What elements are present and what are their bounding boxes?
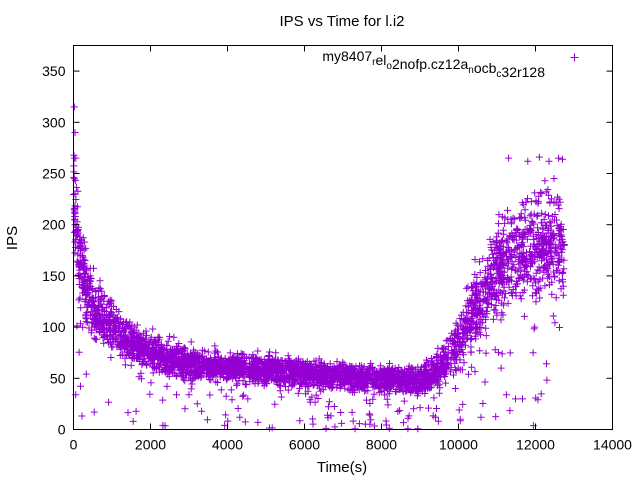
x-axis-label: Time(s) (317, 459, 367, 476)
x-tick-label: 4000 (212, 437, 243, 453)
legend-label: my8407relo2nofp.cz12anocbc32r128 (322, 48, 545, 80)
y-tick-label: 100 (42, 319, 66, 335)
series-points (70, 103, 568, 433)
x-tick-label: 14000 (593, 437, 632, 453)
y-tick-label: 350 (42, 63, 66, 79)
legend: my8407relo2nofp.cz12anocbc32r128 (322, 48, 579, 80)
y-axis: 0 50 100 150 200 250 300 350 (42, 63, 613, 438)
y-tick-label: 150 (42, 268, 66, 284)
chart-title: IPS vs Time for l.i2 (279, 13, 404, 30)
y-tick-label: 300 (42, 114, 66, 130)
x-tick-label: 12000 (516, 437, 555, 453)
legend-marker (570, 53, 579, 62)
x-tick-label: 10000 (439, 437, 478, 453)
y-tick-label: 0 (58, 422, 66, 438)
x-tick-label: 2000 (135, 437, 166, 453)
x-axis: 0 2000 4000 6000 8000 10000 12000 14000 (70, 45, 632, 453)
x-tick-label: 6000 (289, 437, 320, 453)
y-tick-label: 50 (50, 370, 66, 386)
x-tick-label: 0 (70, 437, 78, 453)
y-axis-label: IPS (4, 226, 21, 250)
plot-frame (73, 45, 613, 430)
x-tick-label: 8000 (366, 437, 397, 453)
y-tick-label: 200 (42, 217, 66, 233)
y-tick-label: 250 (42, 166, 66, 182)
scatter-points (70, 103, 568, 433)
